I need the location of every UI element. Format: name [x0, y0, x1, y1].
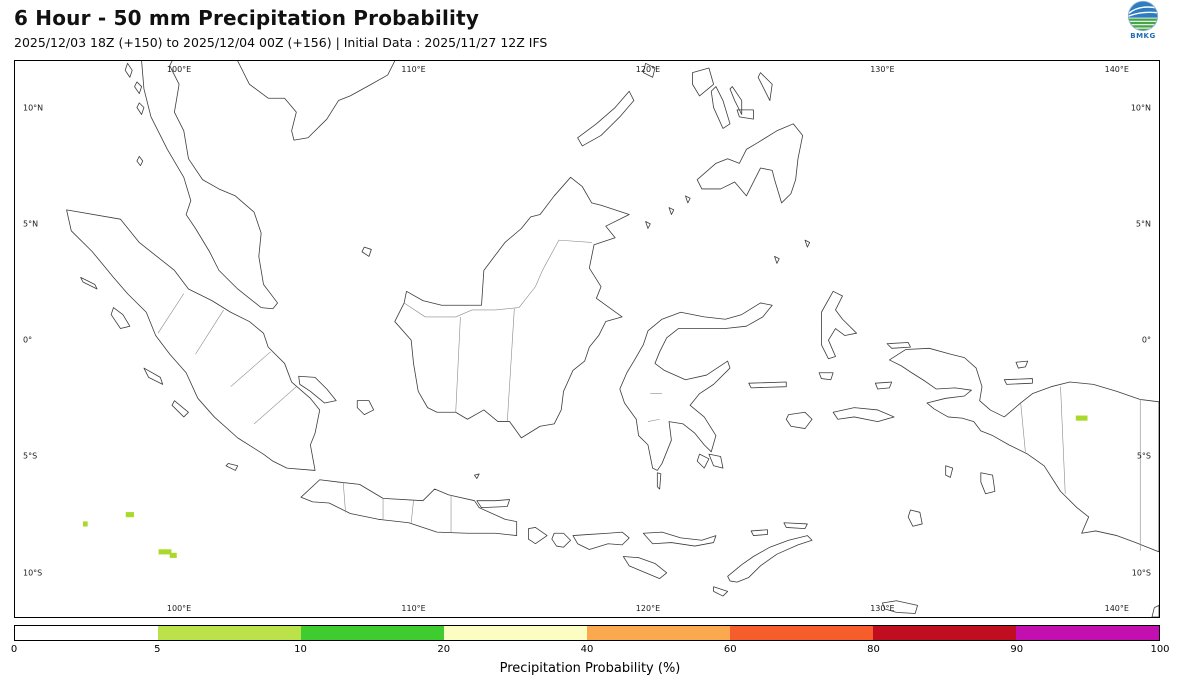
lon-label-bottom-130e: 130°E — [870, 604, 895, 613]
lat-label-right-5n: 5°N — [1135, 219, 1151, 229]
lat-label-left-0: 0° — [23, 335, 33, 345]
lat-label-right-10n: 10°N — [1130, 103, 1151, 113]
lon-label-bottom-120e: 120°E — [635, 604, 661, 613]
colorbar-tick-40: 40 — [580, 644, 594, 655]
lon-label-top-100e: 100°E — [166, 65, 192, 74]
precip-spot — [169, 552, 177, 558]
map-area: 100°E 110°E 120°E 130°E 140°E 100°E 110°… — [14, 60, 1160, 618]
colorbar-tick-100: 100 — [1150, 644, 1170, 655]
lon-label-top-130e: 130°E — [870, 65, 895, 74]
colorbar-tick-80: 80 — [867, 644, 880, 655]
bmkg-logo-text: BMKG — [1130, 32, 1156, 40]
colorbar-tick-60: 60 — [723, 644, 737, 655]
colorbar-tick-0: 0 — [10, 644, 18, 655]
precip-spot — [125, 512, 134, 518]
lat-label-right-5s: 5°S — [1136, 451, 1151, 461]
colorbar-tick-20: 20 — [437, 644, 451, 655]
colorbar-segment — [873, 626, 1016, 640]
lon-label-top-120e: 120°E — [635, 65, 661, 74]
colorbar-segment — [1016, 626, 1159, 640]
colorbar-tick-90: 90 — [1010, 644, 1024, 655]
lon-label-bottom-100e: 100°E — [166, 604, 192, 613]
colorbar-segment — [444, 626, 587, 640]
coastlines — [67, 61, 1159, 617]
lat-label-left-5s: 5°S — [23, 451, 38, 461]
colorbar-segment — [587, 626, 730, 640]
lat-label-right-0: 0° — [1141, 335, 1151, 345]
bmkg-logo-icon — [1127, 0, 1159, 32]
colorbar-tick-5: 5 — [154, 644, 161, 655]
colorbar — [14, 625, 1160, 641]
map-svg — [15, 61, 1159, 617]
precip-spot — [158, 549, 172, 555]
lat-label-left-10n: 10°N — [23, 103, 44, 113]
header: 6 Hour - 50 mm Precipitation Probability… — [14, 4, 1166, 58]
colorbar-axis-label: Precipitation Probability (%) — [499, 661, 681, 676]
colorbar-segment — [730, 626, 873, 640]
colorbar-ticks: 0 5 10 20 40 60 80 90 100 — [10, 644, 1170, 656]
lat-label-right-10s: 10°S — [1131, 568, 1151, 578]
admin-borders — [158, 240, 1140, 551]
colorbar-segment — [158, 626, 301, 640]
colorbar-tick-10: 10 — [294, 644, 307, 655]
lon-label-top-110e: 110°E — [401, 65, 426, 74]
lon-label-top-140e: 140°E — [1104, 65, 1129, 74]
page-title: 6 Hour - 50 mm Precipitation Probability — [14, 6, 480, 30]
lon-label-bottom-110e: 110°E — [401, 604, 426, 613]
precipitation-spots — [82, 415, 1088, 558]
precip-spot — [82, 521, 88, 527]
colorbar-segment — [301, 626, 444, 640]
lat-label-left-10s: 10°S — [23, 568, 43, 578]
colorbar-segment — [15, 626, 158, 640]
lat-label-left-5n: 5°N — [23, 219, 39, 229]
lon-label-bottom-140e: 140°E — [1104, 604, 1129, 613]
precip-spot — [1075, 415, 1088, 421]
bmkg-logo: BMKG — [1124, 0, 1162, 40]
valid-time-subtitle: 2025/12/03 18Z (+150) to 2025/12/04 00Z … — [14, 35, 548, 50]
